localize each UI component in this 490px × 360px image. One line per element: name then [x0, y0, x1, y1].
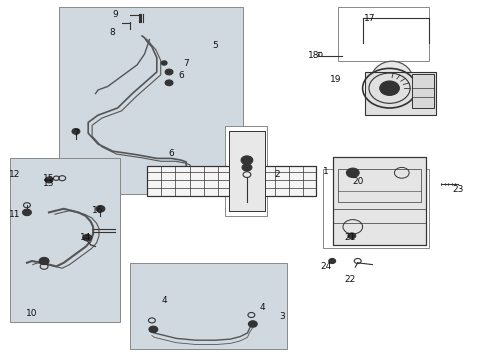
Circle shape [242, 164, 252, 171]
Bar [323, 169, 429, 248]
Bar [338, 7, 429, 61]
Text: 5: 5 [213, 41, 219, 50]
Text: 19: 19 [330, 75, 342, 84]
Text: 6: 6 [169, 149, 174, 158]
Circle shape [329, 258, 336, 264]
Bar [412, 74, 434, 108]
Circle shape [83, 234, 92, 241]
Bar [59, 7, 243, 194]
Text: 3: 3 [279, 312, 285, 321]
Circle shape [241, 156, 253, 165]
Circle shape [165, 69, 173, 75]
Circle shape [248, 321, 257, 327]
Bar [10, 158, 120, 322]
Bar [333, 157, 426, 245]
Text: 4: 4 [161, 296, 167, 305]
Circle shape [39, 257, 49, 265]
Bar [229, 131, 265, 211]
Circle shape [72, 129, 80, 134]
Text: 18: 18 [308, 51, 319, 60]
Circle shape [23, 209, 31, 216]
Circle shape [161, 61, 167, 65]
Text: 10: 10 [26, 309, 38, 318]
Circle shape [380, 81, 399, 95]
Circle shape [348, 233, 356, 239]
Bar [225, 126, 267, 216]
Circle shape [45, 177, 53, 183]
Text: 17: 17 [364, 14, 376, 23]
Bar [338, 169, 421, 202]
Text: 21: 21 [344, 233, 356, 242]
Text: 9: 9 [112, 10, 118, 19]
Text: 1: 1 [323, 166, 329, 176]
Ellipse shape [370, 61, 414, 104]
Circle shape [96, 206, 105, 212]
Text: 22: 22 [345, 275, 356, 284]
Text: 2: 2 [274, 170, 280, 179]
Bar [147, 166, 316, 196]
Circle shape [165, 80, 173, 86]
Text: 15: 15 [43, 174, 55, 183]
Circle shape [346, 168, 359, 177]
Bar [333, 157, 426, 245]
Text: 8: 8 [110, 28, 116, 37]
Circle shape [149, 326, 158, 333]
Text: 24: 24 [320, 262, 331, 271]
Text: 13: 13 [43, 179, 55, 188]
Bar [147, 166, 316, 196]
Text: 7: 7 [183, 59, 189, 68]
Text: 20: 20 [352, 177, 364, 186]
Text: 16: 16 [92, 206, 104, 215]
Text: 14: 14 [80, 233, 92, 242]
Bar [365, 72, 436, 115]
Bar [130, 263, 287, 349]
Text: 6: 6 [178, 71, 184, 80]
Bar [229, 131, 265, 211]
Text: 11: 11 [9, 210, 21, 219]
Text: 12: 12 [9, 170, 21, 179]
Text: 7: 7 [73, 129, 79, 138]
Text: 4: 4 [259, 303, 265, 312]
Text: 23: 23 [452, 185, 464, 194]
